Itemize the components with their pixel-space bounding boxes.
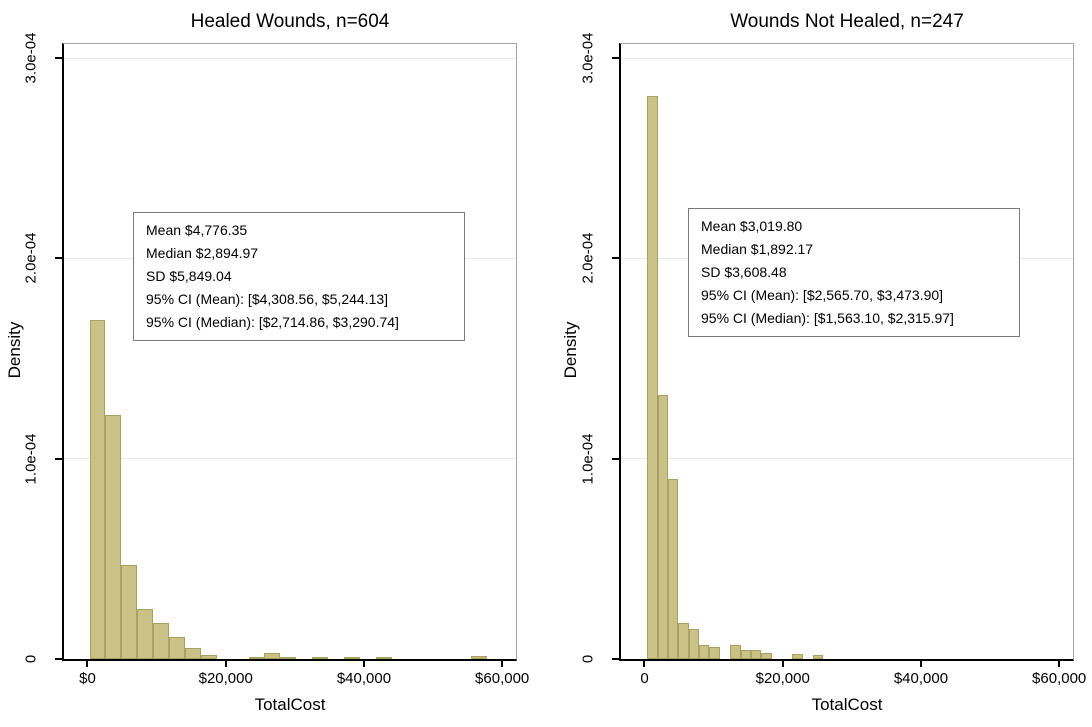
histogram-bar xyxy=(792,653,803,659)
stats-box: Mean $4,776.35 Median $2,894.97 SD $5,84… xyxy=(133,212,465,341)
histogram-bar xyxy=(740,649,751,659)
gridline xyxy=(621,57,1073,59)
y-tick-label: 3.0e-04 xyxy=(22,32,40,84)
stats-line-ci-median: 95% CI (Median): [$1,563.10, $2,315.97] xyxy=(701,310,954,326)
histogram-bar xyxy=(471,655,487,659)
histogram-bar xyxy=(121,564,138,659)
plot-area: Mean $4,776.35 Median $2,894.97 SD $5,84… xyxy=(62,43,517,661)
histogram-bar xyxy=(169,636,185,659)
y-axis-title: Density xyxy=(561,321,580,379)
histogram-bar xyxy=(813,654,824,659)
y-tick xyxy=(55,658,62,660)
stats-line-ci-mean: 95% CI (Mean): [$2,565.70, $3,473.90] xyxy=(701,287,944,303)
x-tick-label: $0 xyxy=(79,670,96,687)
histogram-bar xyxy=(105,414,122,659)
stats-line-sd: SD $3,608.48 xyxy=(701,264,787,280)
y-tick xyxy=(612,457,619,460)
histogram-bar xyxy=(667,478,679,659)
panel-title: Healed Wounds, n=604 xyxy=(190,11,390,32)
stats-line-mean: Mean $4,776.35 xyxy=(146,222,248,238)
histogram-bar xyxy=(137,608,154,659)
stats-box: Mean $3,019.80 Median $1,892.17 SD $3,60… xyxy=(688,208,1020,337)
histogram-bar xyxy=(264,652,281,659)
histogram-bar xyxy=(89,320,106,659)
x-axis-title: TotalCost xyxy=(254,695,326,714)
stats-line-mean: Mean $3,019.80 xyxy=(701,218,803,234)
histogram-bar xyxy=(280,656,297,659)
x-axis-title: TotalCost xyxy=(811,695,883,714)
histogram-bar xyxy=(200,655,217,659)
histogram-bar xyxy=(730,644,741,659)
panel-wounds-not-healed: Wounds Not Healed, n=247 Density Mean $3… xyxy=(546,0,1092,727)
gridline xyxy=(621,458,1073,460)
x-tick xyxy=(501,661,504,667)
y-tick-label: 1.0e-04 xyxy=(579,433,597,485)
histogram-bar xyxy=(750,649,762,659)
histogram-bar xyxy=(761,652,772,659)
histogram-bar xyxy=(184,647,201,659)
histogram-bar xyxy=(688,628,700,659)
stats-line-ci-mean: 95% CI (Mean): [$4,308.56, $5,244.13] xyxy=(146,291,389,307)
stats-line-median: Median $2,894.97 xyxy=(146,245,259,261)
y-tick xyxy=(55,257,62,260)
x-tick xyxy=(86,661,89,667)
x-tick-label: $60,000 xyxy=(475,670,530,687)
histogram-bar xyxy=(375,656,392,659)
histogram-bar xyxy=(709,646,720,659)
gridline xyxy=(64,57,516,59)
histogram-bar xyxy=(343,656,360,659)
x-tick xyxy=(781,661,784,667)
x-tick-label: $40,000 xyxy=(893,670,949,687)
x-tick xyxy=(643,661,646,667)
y-tick-label: 1.0e-04 xyxy=(22,433,40,485)
x-tick-label: $20,000 xyxy=(755,670,810,687)
x-tick xyxy=(919,661,922,667)
x-tick-label: $40,000 xyxy=(336,670,392,687)
y-tick-label: 3.0e-04 xyxy=(579,32,597,84)
x-tick-label: 0 xyxy=(640,670,649,687)
y-tick xyxy=(55,57,62,60)
x-tick xyxy=(362,661,365,667)
gridline xyxy=(64,458,516,460)
stats-line-sd: SD $5,849.04 xyxy=(146,268,232,284)
panel-healed-wounds: Healed Wounds, n=604 Density Mean $4,776… xyxy=(5,11,530,714)
x-tick-label: $60,000 xyxy=(1032,670,1087,687)
x-tick xyxy=(1058,661,1061,667)
x-tick-label: $20,000 xyxy=(198,670,253,687)
histogram-bar xyxy=(699,644,710,659)
histogram-bar xyxy=(678,622,689,659)
histogram-bar xyxy=(312,656,328,659)
histogram-bar xyxy=(248,656,265,659)
histogram-bar xyxy=(657,394,668,659)
plot-area: Mean $3,019.80 Median $1,892.17 SD $3,60… xyxy=(619,43,1074,661)
histogram-bar xyxy=(647,96,658,659)
x-tick xyxy=(224,661,227,667)
stats-line-ci-median: 95% CI (Median): [$2,714.86, $3,290.74] xyxy=(146,314,399,330)
y-tick xyxy=(612,257,619,260)
y-tick-label: 2.0e-04 xyxy=(22,232,40,284)
y-tick xyxy=(612,57,619,60)
y-tick xyxy=(612,658,619,660)
y-tick-label: 2.0e-04 xyxy=(579,232,597,284)
stats-line-median: Median $1,892.17 xyxy=(701,241,814,257)
y-tick xyxy=(55,457,62,460)
y-tick-label: 0 xyxy=(22,654,40,664)
y-axis-title: Density xyxy=(5,321,24,379)
histogram-bar xyxy=(153,622,170,659)
y-tick-label: 0 xyxy=(579,654,597,664)
panel-title: Wounds Not Healed, n=247 xyxy=(730,11,964,32)
